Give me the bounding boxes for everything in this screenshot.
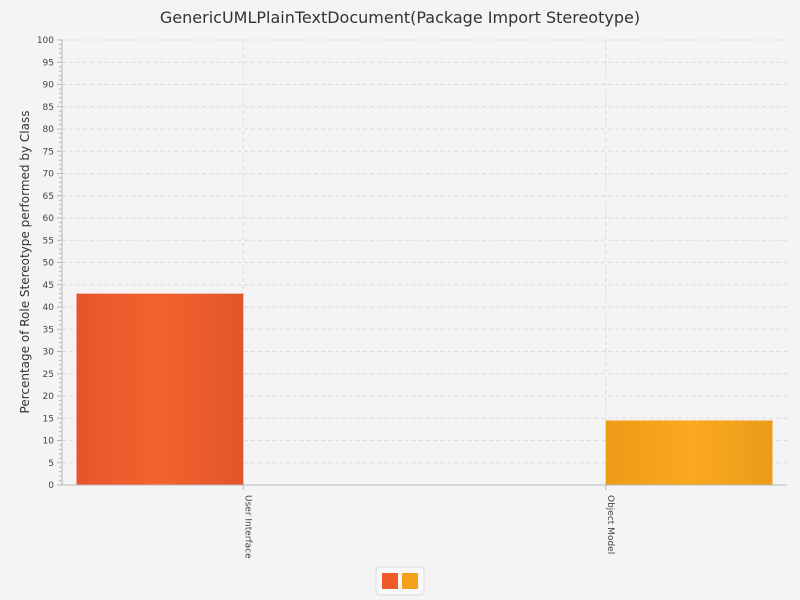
- x-tick-label: User Interface: [242, 495, 252, 559]
- y-tick-label: 40: [43, 303, 55, 313]
- y-tick-label: 70: [43, 170, 55, 180]
- y-tick-label: 95: [43, 58, 54, 68]
- bar-user-interface: [76, 293, 244, 485]
- bar-object-model: [605, 420, 773, 485]
- legend-swatch: [382, 573, 398, 589]
- axes: [61, 40, 787, 486]
- y-tick-label: 80: [43, 125, 55, 135]
- y-tick-label: 10: [43, 437, 55, 447]
- legend-swatch: [402, 573, 418, 589]
- y-tick-label: 0: [48, 481, 54, 491]
- y-tick-label: 15: [43, 414, 54, 424]
- y-tick-label: 35: [43, 325, 54, 335]
- bars: [76, 293, 773, 485]
- y-axis-label: Percentage of Role Stereotype performed …: [18, 111, 32, 414]
- y-tick-label: 50: [43, 259, 55, 269]
- y-tick-label: 90: [43, 81, 55, 91]
- y-axis-ticks: 0 5 10 15 20 25 30 35 40 45 50 55 60 65 70 75 80 85 90 95 10…: [37, 36, 62, 491]
- y-tick-label: 45: [43, 281, 54, 291]
- y-tick-label: 100: [37, 36, 54, 46]
- y-tick-label: 5: [48, 459, 54, 469]
- y-tick-label: 85: [43, 103, 54, 113]
- chart-title: GenericUMLPlainTextDocument(Package Impo…: [160, 8, 640, 27]
- y-tick-label: 25: [43, 370, 54, 380]
- y-tick-label: 60: [43, 214, 55, 224]
- x-axis-ticks: User Interface Object Model: [242, 485, 615, 559]
- y-tick-label: 55: [43, 236, 54, 246]
- x-tick-label: Object Model: [605, 495, 615, 554]
- y-tick-label: 75: [43, 147, 54, 157]
- y-tick-label: 20: [43, 392, 55, 402]
- y-tick-label: 65: [43, 192, 54, 202]
- legend: [375, 566, 425, 596]
- y-tick-label: 30: [43, 348, 55, 358]
